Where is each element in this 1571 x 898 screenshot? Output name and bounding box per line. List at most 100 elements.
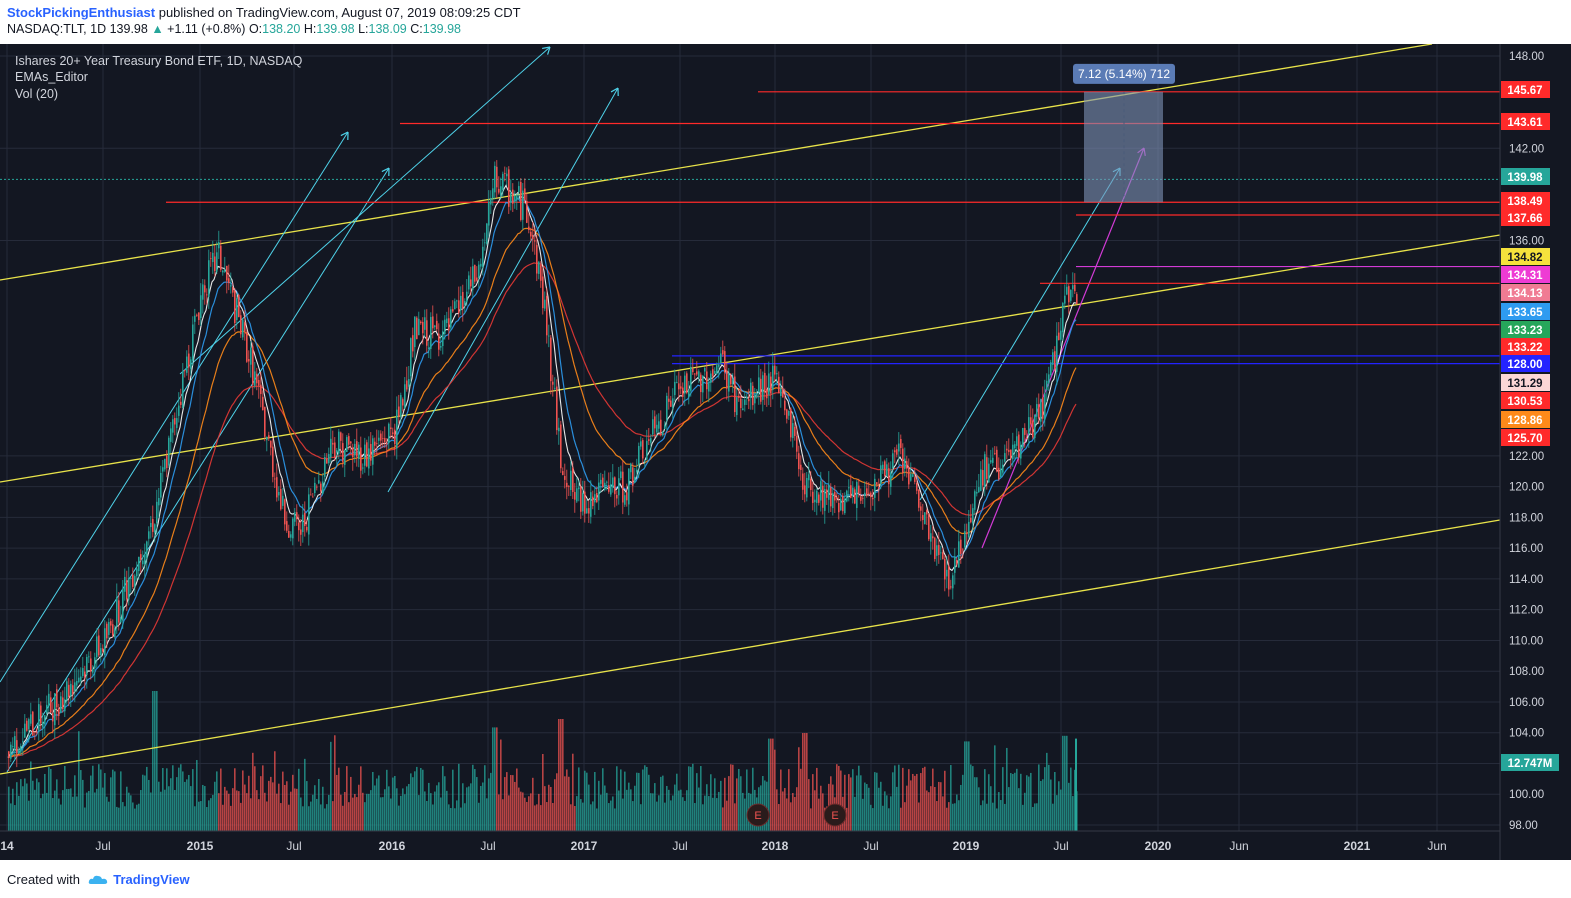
volume-bar	[282, 771, 284, 831]
candle-body	[206, 294, 208, 296]
candle-body	[52, 713, 54, 722]
volume-bar	[554, 779, 556, 831]
volume-bar	[620, 769, 622, 831]
volume-bar	[968, 741, 970, 831]
volume-bar	[598, 780, 600, 831]
candle-body	[766, 389, 768, 399]
legend-volume[interactable]: Vol (20)	[15, 87, 59, 101]
candle-body	[696, 371, 698, 375]
volume-bar	[218, 793, 220, 831]
volume-bar	[512, 775, 514, 831]
volume-bar	[242, 770, 244, 831]
candle-body	[212, 252, 214, 263]
candle-body	[1004, 453, 1006, 462]
volume-bar	[996, 808, 998, 831]
y-tick-label: 114.00	[1509, 574, 1543, 586]
candle-body	[972, 508, 974, 524]
volume-bar	[212, 794, 214, 831]
candle-body	[46, 704, 48, 715]
candle-body	[860, 496, 862, 501]
candle-body	[1038, 404, 1040, 419]
price-label-bg	[1501, 81, 1550, 98]
volume-bar	[1046, 752, 1048, 831]
candle-body	[640, 441, 642, 447]
volume-bar	[764, 780, 766, 831]
volume-bar	[966, 741, 968, 831]
candle-body	[58, 708, 60, 716]
candle-body	[486, 223, 488, 244]
candle-body	[950, 586, 952, 588]
candle-body	[360, 447, 362, 471]
volume-bar	[126, 786, 128, 831]
candle-body	[166, 455, 168, 469]
candle-body	[894, 450, 896, 453]
volume-bar	[914, 775, 916, 831]
candle-body	[188, 353, 190, 368]
volume-bar	[338, 767, 340, 831]
legend-ema[interactable]: EMAs_Editor	[15, 70, 88, 84]
candle-body	[292, 518, 294, 539]
candle-body	[164, 458, 166, 470]
price-label: 134.31	[1507, 270, 1543, 282]
volume-bar	[12, 788, 14, 831]
candle-body	[620, 471, 622, 479]
candle-body	[608, 485, 610, 492]
volume-bar	[50, 768, 52, 831]
volume-bar	[386, 769, 388, 831]
candle-body	[638, 446, 640, 466]
volume-bar	[958, 800, 960, 831]
volume-bar	[190, 786, 192, 831]
price-chart[interactable]: 7.12 (5.14%) 712 E E 148.00 142.00 136.00 122…	[0, 43, 1571, 860]
volume-bar	[406, 786, 408, 831]
candle-body	[170, 428, 172, 442]
author-link[interactable]: StockPickingEnthusiast	[7, 5, 156, 20]
y-tick-label: 118.00	[1509, 512, 1543, 524]
volume-bar	[640, 804, 642, 831]
candle-body	[922, 515, 924, 521]
candle-body	[66, 681, 68, 701]
candle-body	[810, 478, 812, 491]
volume-bar	[116, 806, 118, 831]
price-label-bg	[1501, 411, 1550, 428]
volume-bar	[102, 787, 104, 831]
volume-bar	[700, 766, 702, 831]
candle-body	[644, 460, 646, 462]
tradingview-brand[interactable]: TradingView	[113, 872, 190, 887]
volume-bar	[272, 782, 274, 831]
candle-body	[222, 270, 224, 273]
candle-body	[1058, 332, 1060, 341]
candle-body	[996, 449, 998, 472]
candle-body	[614, 477, 616, 495]
candle-body	[180, 401, 182, 405]
candle-body	[274, 478, 276, 480]
candle-body	[1034, 415, 1036, 439]
candle-body	[38, 704, 40, 731]
candle-body	[102, 648, 104, 652]
candle-body	[482, 246, 484, 268]
volume-bar	[1056, 795, 1058, 831]
volume-bar	[392, 777, 394, 831]
candle-body	[884, 461, 886, 477]
x-tick-label: 2016	[379, 839, 406, 853]
volume-bar	[1016, 768, 1018, 831]
volume-bar	[504, 777, 506, 831]
candle-body	[600, 479, 602, 484]
candle-body	[668, 398, 670, 402]
candle-body	[186, 356, 188, 373]
price-label: 128.86	[1507, 415, 1542, 427]
volume-bar	[312, 794, 314, 831]
volume-bar	[398, 805, 400, 831]
chart-area[interactable]: 7.12 (5.14%) 712 E E 148.00 142.00 136.00 122…	[0, 43, 1571, 860]
candle-body	[632, 467, 634, 486]
candle-body	[946, 569, 948, 577]
candle-body	[630, 463, 632, 473]
y-tick-label: 148.00	[1509, 51, 1544, 63]
y-tick-label: 112.00	[1509, 605, 1543, 617]
volume-bar	[186, 779, 188, 831]
volume-bar	[268, 780, 270, 831]
volume-bar	[858, 765, 860, 831]
volume-bar	[576, 796, 578, 831]
volume-bar	[100, 769, 102, 831]
volume-bar	[520, 791, 522, 831]
candle-body	[958, 541, 960, 568]
